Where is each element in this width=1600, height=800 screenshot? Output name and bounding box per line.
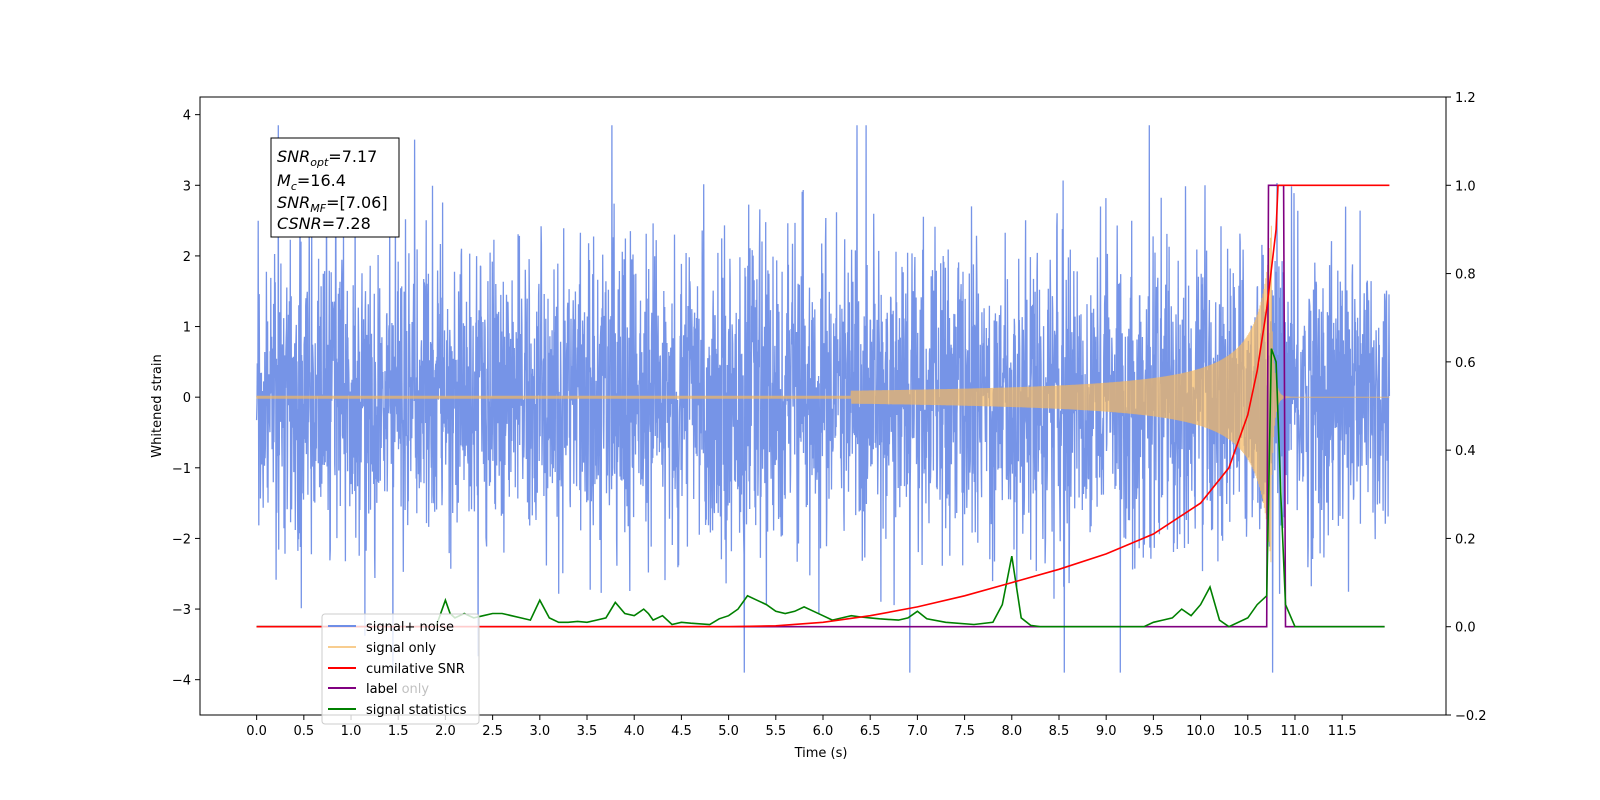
y-axis-right: 1.2 1.0 0.8 0.6 0.4 0.2 0.0 −0.2 <box>1446 91 1487 724</box>
x-tick-label: 10.5 <box>1233 724 1262 739</box>
legend-entry-signal-noise: signal+ noise <box>328 620 454 635</box>
annotation-snr-opt: SNRopt=7.17 <box>277 147 377 169</box>
x-tick-label: 7.5 <box>954 724 975 739</box>
y-axis-left: 4 3 2 1 0 −1 −2 −3 −4 <box>172 109 200 689</box>
y-tick-label: 2 <box>183 250 191 265</box>
x-tick-label: 10.0 <box>1186 724 1215 739</box>
x-axis-label: Time (s) <box>794 746 848 761</box>
y2-tick-label: −0.2 <box>1455 709 1487 724</box>
legend-label-label: label <box>366 682 397 697</box>
legend: signal+ noise signal only cumilative SNR… <box>321 613 480 725</box>
legend-frame <box>321 613 480 725</box>
y2-tick-label: 0.4 <box>1455 444 1476 459</box>
y-tick-label: −1 <box>172 462 191 477</box>
x-tick-label: 0.0 <box>246 724 267 739</box>
annotation-chirp-mass: Mc=16.4 <box>277 171 346 193</box>
x-tick-label: 1.5 <box>388 724 409 739</box>
legend-label-signal-only: signal only <box>366 641 436 656</box>
y-axis-label: Whitened strain <box>150 354 165 457</box>
legend-label-signal-noise: signal+ noise <box>366 620 454 635</box>
y2-tick-label: 0.0 <box>1455 621 1476 636</box>
y-tick-label: 0 <box>183 391 191 406</box>
x-tick-label: 4.5 <box>671 724 692 739</box>
y-tick-label: −2 <box>172 532 191 547</box>
x-tick-label: 5.0 <box>718 724 739 739</box>
x-tick-label: 3.0 <box>529 724 550 739</box>
legend-label-signal-statistics: signal statistics <box>366 703 467 718</box>
y2-tick-label: 1.0 <box>1455 179 1476 194</box>
annotation-csnr: CSNR=7.28 <box>277 214 371 233</box>
x-tick-label: 0.5 <box>293 724 314 739</box>
series-cumulative-snr <box>256 184 1390 628</box>
x-tick-label: 11.0 <box>1280 724 1309 739</box>
x-tick-label: 7.0 <box>907 724 928 739</box>
y-tick-label: −3 <box>172 603 191 618</box>
x-tick-label: 9.5 <box>1143 724 1164 739</box>
plot-area <box>255 125 1391 673</box>
x-tick-label: 11.5 <box>1328 724 1357 739</box>
x-tick-label: 8.0 <box>1001 724 1022 739</box>
annotation-snr-mf: SNRMF=[7.06] <box>277 193 388 215</box>
x-tick-label: 2.0 <box>435 724 456 739</box>
legend-label-cumulative-snr: cumilative SNR <box>366 662 465 677</box>
x-tick-label: 4.0 <box>624 724 645 739</box>
legend-entry-label: label <box>328 682 397 697</box>
x-tick-label: 1.0 <box>341 724 362 739</box>
y2-tick-label: 0.8 <box>1455 268 1476 283</box>
series-signal-statistics <box>256 348 1385 628</box>
y-tick-label: −4 <box>172 674 191 689</box>
legend-entry-signal-only: signal only <box>328 641 436 656</box>
y2-tick-label: 1.2 <box>1455 91 1476 106</box>
x-tick-label: 8.5 <box>1049 724 1070 739</box>
y-tick-label: 3 <box>183 179 191 194</box>
x-tick-label: 5.5 <box>765 724 786 739</box>
legend-entry-label-only: label only <box>366 682 429 697</box>
x-tick-label: 9.0 <box>1096 724 1117 739</box>
y-tick-label: 4 <box>183 109 191 124</box>
legend-entry-signal-statistics: signal statistics <box>328 703 467 718</box>
y2-tick-label: 0.6 <box>1455 356 1476 371</box>
x-tick-label: 2.5 <box>482 724 503 739</box>
legend-label-label-only: label only <box>366 682 429 697</box>
x-tick-label: 6.5 <box>860 724 881 739</box>
y2-tick-label: 0.2 <box>1455 532 1476 547</box>
x-tick-label: 6.0 <box>813 724 834 739</box>
legend-entry-cumulative-snr: cumilative SNR <box>328 662 465 677</box>
y-tick-label: 1 <box>183 321 191 336</box>
series-signal-only <box>256 225 1390 563</box>
x-axis: 0.0 0.5 1.0 1.5 2.0 2.5 3.0 3.5 4.0 4.5 5.0 5.5 6.0 6… <box>246 715 1357 739</box>
annotation-frame <box>270 137 400 238</box>
x-tick-label: 3.5 <box>577 724 598 739</box>
annotation-box: SNRopt=7.17 Mc=16.4 SNRMF=[7.06] CSNR=7.… <box>270 137 400 238</box>
